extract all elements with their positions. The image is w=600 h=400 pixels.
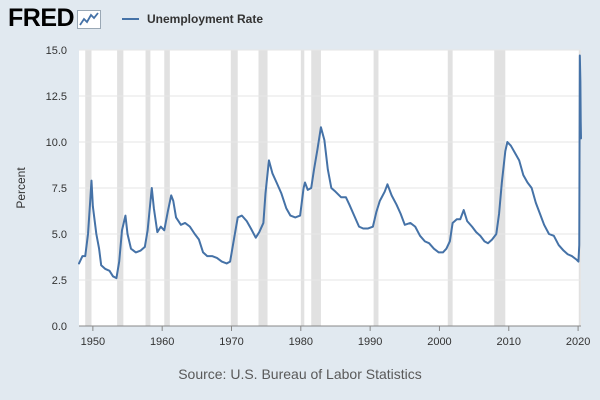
y-axis-label: Percent (14, 167, 28, 209)
series-layer (78, 54, 582, 280)
line-graph-icon (77, 9, 102, 29)
x-tick-label: 1970 (219, 336, 243, 348)
y-tick-label: 10.0 (46, 137, 67, 149)
x-tick-label: 2020 (566, 336, 590, 348)
x-tick-label: 2000 (427, 336, 451, 348)
y-tick-label: 15.0 (46, 45, 67, 57)
chart-header: FRED Unemployment Rate (0, 0, 600, 40)
y-axis-ticks: 0.0 2.5 5.0 7.5 10.0 12.5 15.0 (46, 45, 67, 333)
y-tick-label: 2.5 (52, 275, 67, 287)
x-axis-ticks: 1950 1960 1970 1980 1990 2000 2010 2020 (81, 326, 590, 348)
fred-logo[interactable]: FRED (8, 4, 102, 32)
x-tick-label: 1950 (81, 336, 105, 348)
legend-swatch (122, 18, 139, 20)
x-tick-label: 1960 (150, 336, 174, 348)
x-tick-label: 1990 (358, 336, 382, 348)
legend-label: Unemployment Rate (147, 12, 264, 26)
y-tick-label: 5.0 (52, 229, 67, 241)
x-tick-label: 1980 (289, 336, 313, 348)
source-note: Source: U.S. Bureau of Labor Statistics (178, 366, 422, 382)
logo-text: FRED (8, 4, 75, 32)
y-tick-label: 0.0 (52, 321, 67, 333)
y-tick-label: 7.5 (52, 183, 67, 195)
x-tick-label: 2010 (497, 336, 521, 348)
legend[interactable]: Unemployment Rate (122, 12, 263, 26)
y-tick-label: 12.5 (46, 91, 67, 103)
series-line-unemployment-rate[interactable] (78, 54, 582, 280)
